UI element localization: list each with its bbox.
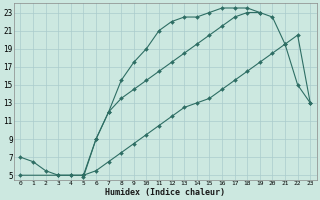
X-axis label: Humidex (Indice chaleur): Humidex (Indice chaleur)	[105, 188, 225, 197]
